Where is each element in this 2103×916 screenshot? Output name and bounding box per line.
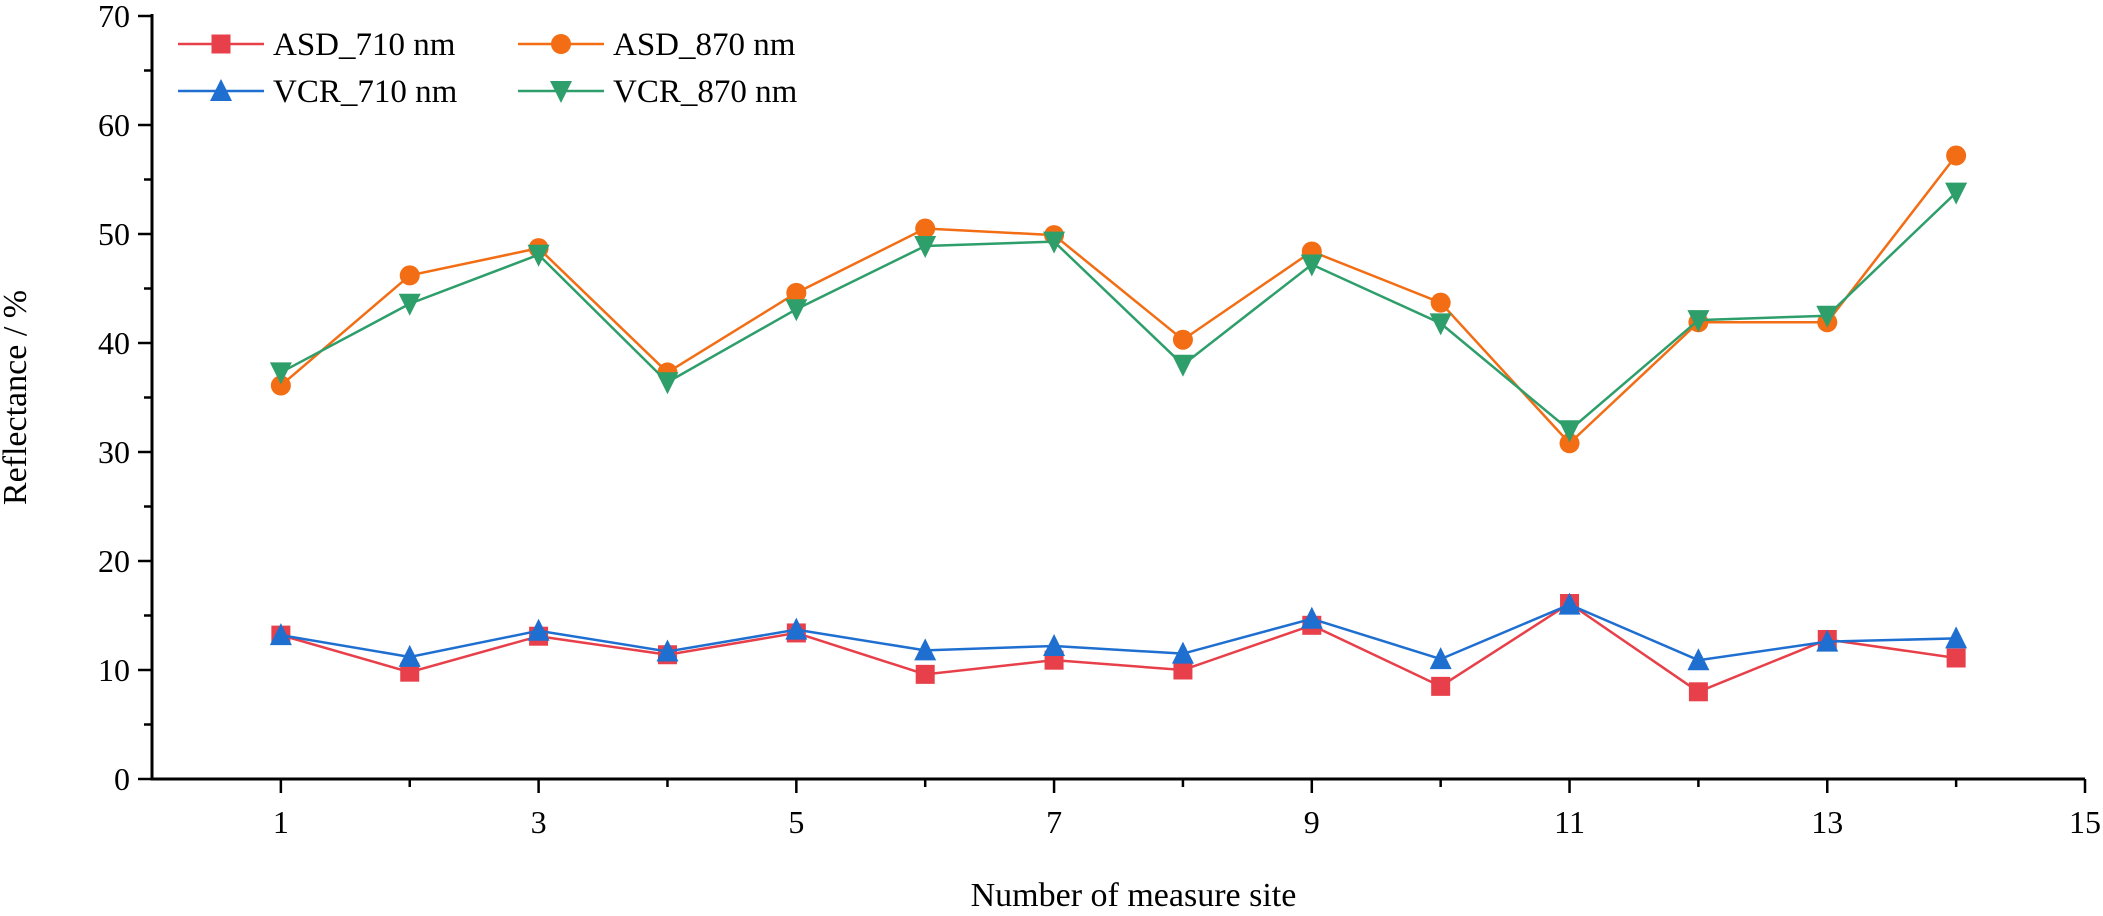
series-line xyxy=(280,603,1957,662)
y-tick-label: 20 xyxy=(98,543,130,579)
data-point xyxy=(915,218,936,239)
data-point xyxy=(527,244,550,267)
y-tick-label: 50 xyxy=(98,216,130,252)
data-point xyxy=(527,618,550,641)
data-point xyxy=(269,623,292,646)
y-tick-label: 10 xyxy=(98,652,130,688)
data-point xyxy=(1171,354,1194,377)
data-point xyxy=(656,372,679,395)
series-line xyxy=(280,191,1957,432)
legend-marker-shape xyxy=(210,79,232,101)
legend-entry-asd-710: ASD_710 nm xyxy=(178,27,456,63)
data-point xyxy=(1946,648,1966,668)
x-tick-label: 5 xyxy=(788,804,804,840)
data-point xyxy=(1946,145,1967,166)
x-tick-label: 1 xyxy=(273,804,289,840)
y-tick-label: 30 xyxy=(98,434,130,470)
data-point xyxy=(786,282,807,303)
data-point xyxy=(1429,313,1452,336)
data-point xyxy=(1043,231,1066,254)
data-point xyxy=(269,362,292,385)
data-point xyxy=(1172,329,1193,350)
legend-marker-shape xyxy=(551,34,571,54)
y-tick-label: 40 xyxy=(98,325,130,361)
y-tick-label: 0 xyxy=(114,761,130,797)
data-point xyxy=(1816,629,1839,652)
data-point xyxy=(1688,682,1708,702)
data-point xyxy=(1431,676,1451,696)
legend-marker xyxy=(551,34,571,54)
data-point xyxy=(1429,647,1452,670)
legend-label: ASD_710 nm xyxy=(273,27,456,63)
series-layer xyxy=(269,145,1968,702)
legend-entry-vcr-710: VCR_710 nm xyxy=(178,74,458,110)
legend-marker-shape xyxy=(550,81,572,103)
legend-entry-asd-870: ASD_870 nm xyxy=(518,27,796,63)
data-point xyxy=(398,644,421,667)
legend-label: VCR_870 nm xyxy=(613,74,798,110)
data-point xyxy=(915,664,935,684)
series-line xyxy=(280,154,1958,446)
data-point xyxy=(1300,606,1323,629)
legend-label: ASD_870 nm xyxy=(613,27,796,63)
data-point xyxy=(1945,626,1968,649)
legend-marker-shape xyxy=(211,34,231,54)
series-vcr-870-nm xyxy=(269,182,1968,443)
data-point xyxy=(1171,641,1194,664)
y-axis-title: Reflectance / % xyxy=(0,290,34,505)
x-tick-label: 3 xyxy=(531,804,547,840)
legend-marker xyxy=(210,79,232,101)
y-tick-label: 70 xyxy=(98,0,130,34)
x-tick-label: 11 xyxy=(1554,804,1585,840)
data-point xyxy=(1687,310,1710,333)
legend-entry-vcr-870: VCR_870 nm xyxy=(518,74,798,110)
x-axis-title: Number of measure site xyxy=(971,877,1297,914)
data-point xyxy=(1558,420,1581,443)
data-point xyxy=(1687,648,1710,671)
series-asd-870-nm xyxy=(270,145,1967,454)
data-point xyxy=(1816,305,1839,328)
y-tick-label: 60 xyxy=(98,107,130,143)
data-point xyxy=(1300,254,1323,277)
data-point xyxy=(1173,660,1193,680)
data-point xyxy=(785,299,808,322)
data-point xyxy=(914,235,937,258)
x-tick-label: 7 xyxy=(1046,804,1062,840)
x-tick-label: 15 xyxy=(2069,804,2101,840)
data-point xyxy=(656,639,679,662)
legend-marker xyxy=(550,81,572,103)
data-point xyxy=(400,662,420,682)
data-point xyxy=(785,617,808,640)
data-point xyxy=(914,638,937,661)
x-tick-label: 9 xyxy=(1304,804,1320,840)
data-point xyxy=(399,265,420,286)
x-tick-label: 13 xyxy=(1811,804,1843,840)
data-point xyxy=(398,293,421,316)
series-line xyxy=(280,602,1957,694)
series-asd-710-nm xyxy=(271,594,1966,702)
data-point xyxy=(270,375,291,396)
x-ticks: 1 3 5 7 9 11 13 15 xyxy=(273,779,2101,840)
data-point xyxy=(1043,634,1066,657)
series-vcr-710-nm xyxy=(269,592,1968,671)
data-point xyxy=(1430,292,1451,313)
data-point xyxy=(1558,592,1581,615)
legend-label: VCR_710 nm xyxy=(273,74,458,110)
legend-marker xyxy=(211,34,231,54)
data-point xyxy=(1559,433,1580,454)
legend: ASD_710 nm ASD_870 nm VCR_710 nm VCR_870… xyxy=(178,27,798,110)
data-point xyxy=(1945,182,1968,205)
y-ticks: 0 10 20 30 40 50 60 70 xyxy=(98,0,152,797)
